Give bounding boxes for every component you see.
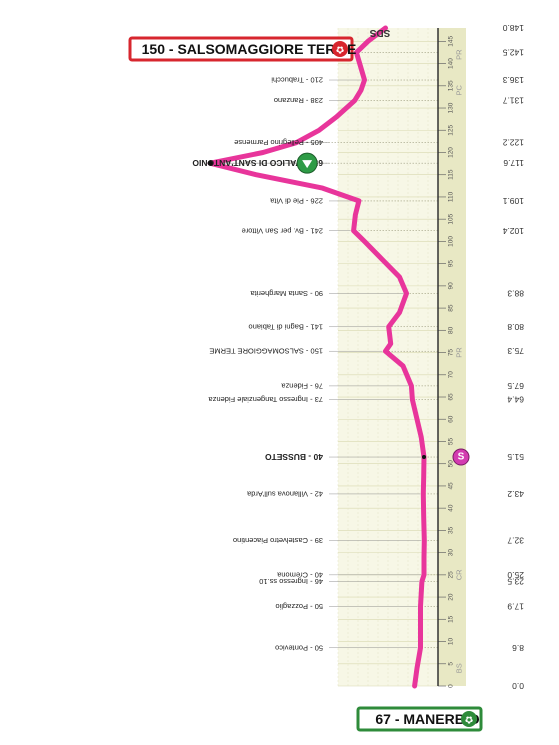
place-km-label: 80.8	[507, 322, 524, 332]
place-label: 76 - Fidenza	[280, 381, 323, 390]
km-tick-label: 130	[448, 102, 455, 113]
km-tick-label: 15	[448, 615, 455, 623]
km-tick-label: 65	[448, 393, 455, 401]
km-ticks: 0 5 10 15 20 25 30 35 40 45 50 55 60 65 70 75 80 85 90 95 10…	[438, 36, 455, 688]
place-km-label: 88.3	[507, 288, 524, 298]
region-labels: BS CR PR PC PR	[455, 49, 464, 673]
km-tick-label: 70	[448, 371, 455, 379]
place-label: 210 - Trabucchi	[271, 76, 323, 85]
finish-badge-label: 150 - SALSOMAGGIORE TERME	[142, 41, 357, 57]
place-km-label: 136.3	[502, 75, 524, 85]
km-tick-label: 115	[448, 169, 455, 180]
start-icon: ✿	[461, 711, 477, 727]
place-km-label: 17.9	[507, 601, 524, 611]
place-km-label: 25.0	[507, 570, 524, 580]
place-label: 150 - SALSOMAGGIORE TERME	[209, 347, 323, 356]
km-tick-label: 90	[448, 282, 455, 290]
place-label: 90 - Santa Margherita	[250, 289, 323, 298]
start-icon-disc	[461, 711, 477, 727]
place-label: 40 - Cremona	[276, 570, 323, 579]
km-tick-label: 55	[448, 437, 455, 445]
start-icon-glyph: ✿	[465, 714, 473, 725]
place-label: 39 - Castelvetro Piacentino	[233, 536, 323, 545]
region-label: PR	[455, 49, 464, 60]
place-label: 50 - Pontevico	[275, 643, 323, 652]
place-label: 241 - Bv. per San Vittore	[242, 226, 323, 235]
place-label: 226 - Pie di Vita	[269, 196, 323, 205]
km-tick-label: 100	[448, 236, 455, 247]
kom-summit-dot	[207, 160, 213, 166]
km-tick-label: 45	[448, 482, 455, 490]
region-label: BS	[455, 663, 464, 673]
place-km-label: 117.6	[503, 158, 524, 168]
start-km-label: 0.0	[512, 681, 524, 691]
markers: S	[207, 152, 470, 466]
place-km-label: 102.4	[502, 226, 524, 236]
region-label: CR	[455, 569, 464, 580]
km-tick-label: 35	[448, 526, 455, 534]
place-km-label: 67.5	[507, 381, 524, 391]
place-label: 73 - Ingresso Tangenziale Fidenza	[208, 395, 323, 404]
place-km-label: 8.6	[512, 643, 524, 653]
km-tick-label: 5	[448, 662, 455, 666]
start-badge-label: 67 - MANERBIO	[375, 711, 479, 727]
finish-badge-frame	[128, 36, 354, 62]
place-label: 651 - VALICO DI SANT'ANTONIO	[192, 158, 323, 168]
km-tick-label: 105	[448, 213, 455, 224]
header-code: SDS	[369, 27, 390, 38]
place-km-label: 142.5	[502, 47, 524, 57]
sprint-marker-label: S	[458, 452, 465, 463]
place-label: 46 - Ingresso ss.10	[259, 577, 323, 586]
sprint-marker	[452, 448, 470, 466]
start-badge: 67 - MANERBIO ✿	[356, 706, 483, 732]
elevation-profile-line	[207, 25, 427, 689]
finish-icon-disc	[332, 41, 348, 57]
km-tick-label: 110	[448, 191, 455, 202]
start-badge-frame	[356, 706, 483, 732]
km-tick-label: 125	[448, 124, 455, 135]
place-label: 42 - Villanova sull'Arda	[246, 489, 323, 498]
km-tick-label: 145	[448, 36, 455, 47]
km-tick-label: 95	[448, 260, 455, 268]
place-km-label: 32.7	[507, 536, 524, 546]
km-tick-label: 75	[448, 349, 455, 357]
km-tick-label: 80	[448, 326, 455, 334]
km-tick-label: 140	[448, 58, 455, 69]
km-tick-label: 135	[448, 80, 455, 91]
place-label: 50 - Pozzaglio	[275, 602, 323, 611]
km-tick-label: 40	[448, 504, 455, 512]
place-km-label: 131.7	[502, 95, 524, 105]
place-km-label: 51.5	[507, 452, 524, 462]
place-km-label: 43.2	[507, 489, 524, 499]
place-km-label: 75.3	[507, 346, 524, 356]
finish-km-label: 148.0	[502, 23, 524, 33]
finish-icon-glyph: ✿	[336, 44, 344, 55]
km-tick-label: 85	[448, 304, 455, 312]
finish-icon: ✿	[332, 41, 348, 57]
region-label: PC	[455, 84, 464, 95]
finish-badge: 150 - SALSOMAGGIORE TERME ✿	[128, 36, 357, 62]
km-tick-label: 30	[448, 549, 455, 557]
place-km-label: 64.4	[507, 395, 524, 405]
place-label: 40 - BUSSETO	[265, 452, 323, 462]
km-tick-label: 50	[448, 460, 455, 468]
place-km-label: 109.1	[502, 196, 524, 206]
km-tick-label: 0	[448, 684, 455, 688]
km-tick-label: 60	[448, 415, 455, 423]
place-label: 141 - Bagni di Tabiano	[248, 322, 323, 331]
place-km-label: 23.5	[507, 577, 524, 587]
sprint-dot	[422, 455, 426, 460]
kom-marker-icon	[302, 160, 313, 169]
place-label: 238 - Ranzano	[274, 96, 323, 105]
km-tick-label: 10	[448, 638, 455, 646]
place-label: 405 - Pellegrino Parmense	[234, 138, 323, 147]
km-tick-label: 25	[448, 571, 455, 579]
place-km-label: 122.2	[502, 138, 524, 148]
km-tick-label: 120	[448, 147, 455, 158]
km-scale-bar	[438, 28, 466, 686]
km-tick-label: 20	[448, 593, 455, 601]
region-label: PR	[455, 347, 464, 358]
